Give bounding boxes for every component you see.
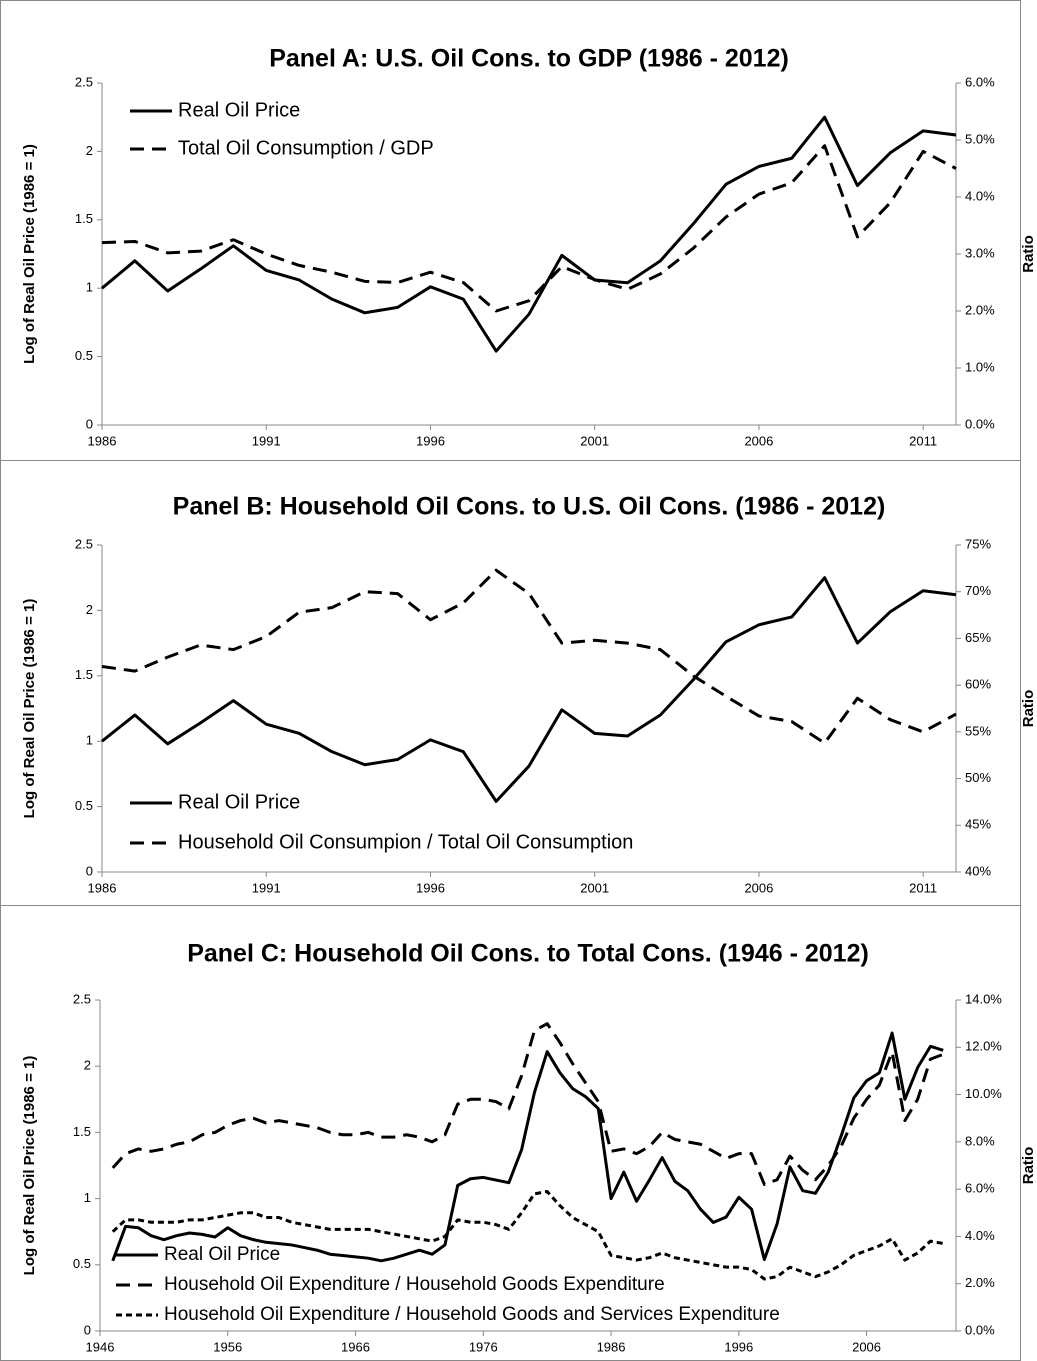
x-tick-label: 1991 [252, 433, 281, 448]
y2-tick-label: 1.0% [965, 359, 995, 374]
y-tick-label: 0 [86, 863, 93, 878]
chart-title: Panel B: Household Oil Cons. to U.S. Oil… [173, 493, 886, 521]
y-tick-label: 2.5 [73, 991, 91, 1006]
y2-tick-label: 10.0% [965, 1086, 1002, 1101]
series-line [101, 144, 957, 313]
y2-tick-label: 50% [965, 770, 991, 785]
x-tick-label: 2006 [744, 880, 773, 895]
y2-tick-label: 6.0% [965, 1181, 995, 1196]
y2-tick-label: 60% [965, 677, 991, 692]
y-tick-label: 2 [86, 143, 93, 158]
x-tick-label: 1986 [597, 1339, 626, 1354]
legend-label: Real Oil Price [178, 99, 300, 121]
x-tick-label: 1976 [469, 1339, 498, 1354]
y2-axis-label: Ratio [1020, 235, 1037, 273]
y-tick-label: 2.5 [75, 74, 93, 89]
x-tick-label: 1991 [252, 880, 281, 895]
legend-label: Total Oil Consumption / GDP [178, 137, 434, 159]
y2-tick-label: 0.0% [965, 416, 995, 431]
y-tick-label: 0.5 [73, 1256, 91, 1271]
x-tick-label: 1986 [88, 880, 117, 895]
legend-label: Real Oil Price [178, 791, 300, 813]
x-tick-label: 1996 [416, 880, 445, 895]
series-line [101, 576, 957, 803]
y2-tick-label: 2.0% [965, 302, 995, 317]
y-tick-label: 2 [84, 1058, 91, 1073]
x-tick-label: 1986 [88, 433, 117, 448]
x-tick-label: 1996 [416, 433, 445, 448]
y2-tick-label: 0.0% [965, 1322, 995, 1337]
legend-label: Household Oil Expenditure / Household Go… [164, 1304, 780, 1325]
y-tick-label: 1.5 [75, 667, 93, 682]
y2-axis-label: Ratio [1020, 690, 1037, 728]
y-tick-label: 0.5 [75, 348, 93, 363]
y2-tick-label: 5.0% [965, 131, 995, 146]
series-line [101, 568, 957, 745]
y2-tick-label: 8.0% [965, 1133, 995, 1148]
x-tick-label: 2001 [580, 433, 609, 448]
x-tick-label: 1996 [724, 1339, 753, 1354]
y-tick-label: 1 [84, 1190, 91, 1205]
x-tick-label: 2006 [852, 1339, 881, 1354]
y-tick-label: 1.5 [75, 211, 93, 226]
series-line [101, 115, 957, 353]
y2-tick-label: 14.0% [965, 991, 1002, 1006]
y-tick-label: 0 [86, 416, 93, 431]
x-tick-label: 1956 [213, 1339, 242, 1354]
x-tick-label: 2011 [909, 880, 937, 895]
y2-tick-label: 65% [965, 630, 991, 645]
x-tick-label: 2011 [909, 433, 937, 448]
y-tick-label: 2 [86, 602, 93, 617]
y2-axis-label: Ratio [1020, 1147, 1037, 1185]
y-tick-label: 1.5 [73, 1124, 91, 1139]
x-tick-label: 1946 [86, 1339, 115, 1354]
legend-label: Household Oil Consumpion / Total Oil Con… [178, 831, 633, 853]
y2-tick-label: 4.0% [965, 188, 995, 203]
x-tick-label: 2001 [580, 880, 609, 895]
legend-label: Real Oil Price [164, 1244, 280, 1265]
chart-title: Panel A: U.S. Oil Cons. to GDP (1986 - 2… [269, 45, 789, 73]
series-line [111, 1022, 944, 1186]
y-tick-label: 0.5 [75, 798, 93, 813]
y2-tick-label: 40% [965, 863, 991, 878]
y-tick-label: 1 [86, 280, 93, 295]
chart-title: Panel C: Household Oil Cons. to Total Co… [187, 940, 869, 968]
y2-tick-label: 4.0% [965, 1228, 995, 1243]
y2-tick-label: 75% [965, 536, 991, 551]
y2-tick-label: 45% [965, 817, 991, 832]
y-axis-label: Log of Real Oil Price (1986 = 1) [21, 144, 38, 364]
y-tick-label: 0 [84, 1322, 91, 1337]
y-axis-label: Log of Real Oil Price (1986 = 1) [21, 599, 38, 819]
y-tick-label: 1 [86, 733, 93, 748]
y2-tick-label: 2.0% [965, 1275, 995, 1290]
y2-tick-label: 12.0% [965, 1039, 1002, 1054]
y-axis-label: Log of Real Oil Price (1986 = 1) [21, 1056, 38, 1276]
x-tick-label: 1966 [341, 1339, 370, 1354]
y-tick-label: 2.5 [75, 536, 93, 551]
y2-tick-label: 6.0% [965, 74, 995, 89]
y2-tick-label: 70% [965, 583, 991, 598]
series-line [111, 1190, 944, 1281]
y2-tick-label: 3.0% [965, 245, 995, 260]
legend-label: Household Oil Expenditure / Household Go… [164, 1274, 665, 1295]
x-tick-label: 2006 [744, 433, 773, 448]
series-line [111, 1031, 944, 1263]
y2-tick-label: 55% [965, 723, 991, 738]
